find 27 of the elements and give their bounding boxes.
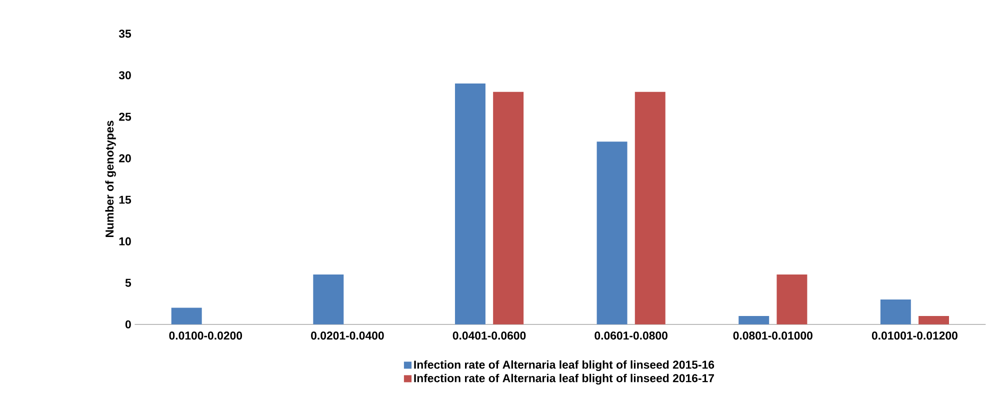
x-tick-label: 0.0100-0.0200 (169, 331, 242, 340)
bar (596, 142, 628, 324)
y-tick-label: 20 (119, 154, 131, 162)
y-tick-label: 25 (119, 112, 132, 121)
bar (738, 316, 770, 324)
bar (493, 92, 524, 324)
bar (313, 274, 344, 324)
y-tick-label: 5 (125, 278, 132, 287)
y-axis-title: Number of genotypes (105, 120, 116, 237)
x-tick-label: 0.0801-0.01000 (733, 331, 812, 340)
bar (918, 316, 950, 324)
y-tick-label: 30 (118, 71, 131, 80)
bar (171, 308, 202, 324)
y-tick-label: 10 (119, 237, 131, 246)
bar (880, 299, 911, 324)
y-tick-label: 0 (125, 320, 131, 328)
y-tick-label: 35 (118, 30, 132, 38)
bar (454, 83, 486, 324)
x-tick-label: 0.0201-0.0400 (311, 331, 384, 340)
bar (634, 92, 666, 324)
legend-label: Infection rate of Alternaria leaf blight of linseed 2015-16 (414, 360, 714, 371)
bar (776, 274, 808, 324)
x-tick-label: 0.01001-0.01200 (872, 331, 958, 340)
legend-label: Infection rate of Alternaria leaf blight of linseed 2016-17 (414, 374, 714, 384)
y-tick-label: 15 (119, 196, 132, 204)
x-tick-label: 0.0401-0.0600 (452, 331, 526, 340)
x-tick-label: 0.0601-0.0800 (594, 331, 668, 340)
